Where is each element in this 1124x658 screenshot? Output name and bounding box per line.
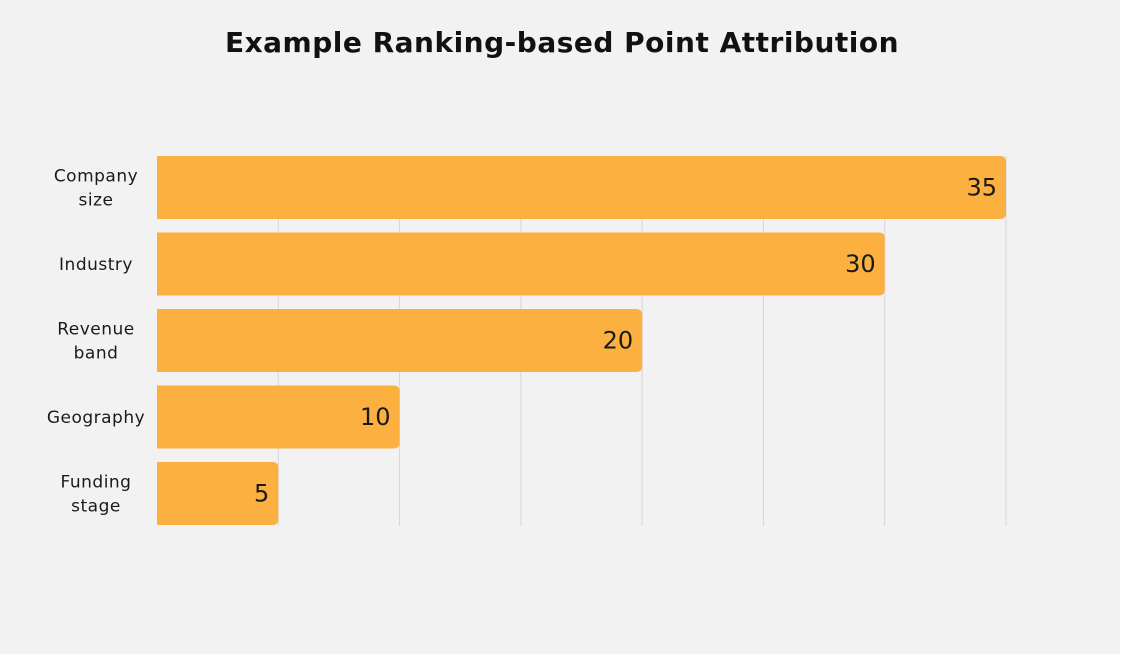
category-label-line: Funding — [61, 473, 132, 493]
data-label: 30 — [845, 250, 876, 278]
category-label: Company size — [54, 167, 138, 211]
bar — [157, 156, 1006, 219]
chart-title: Example Ranking-based Point Attribution — [224, 26, 900, 59]
category-label-line: Industry — [59, 255, 133, 275]
category-label-line: Revenue — [57, 320, 135, 340]
data-label: 20 — [603, 327, 634, 355]
bar — [157, 232, 885, 296]
data-label: 10 — [360, 403, 391, 431]
category-label-line: size — [79, 191, 114, 211]
category-label-line: Company — [54, 167, 138, 187]
category-label: Revenue band — [57, 320, 135, 364]
bar — [157, 385, 400, 449]
category-label-line: band — [74, 344, 119, 364]
category-label-line: stage — [71, 497, 121, 517]
data-label: 5 — [254, 480, 269, 508]
category-label: Funding stage — [61, 473, 132, 517]
category-label-line: Geography — [47, 408, 145, 428]
data-label: 35 — [966, 174, 997, 202]
category-label: Industry — [59, 255, 133, 275]
bar — [157, 462, 279, 525]
category-label: Geography — [47, 408, 145, 428]
bar — [157, 309, 643, 372]
